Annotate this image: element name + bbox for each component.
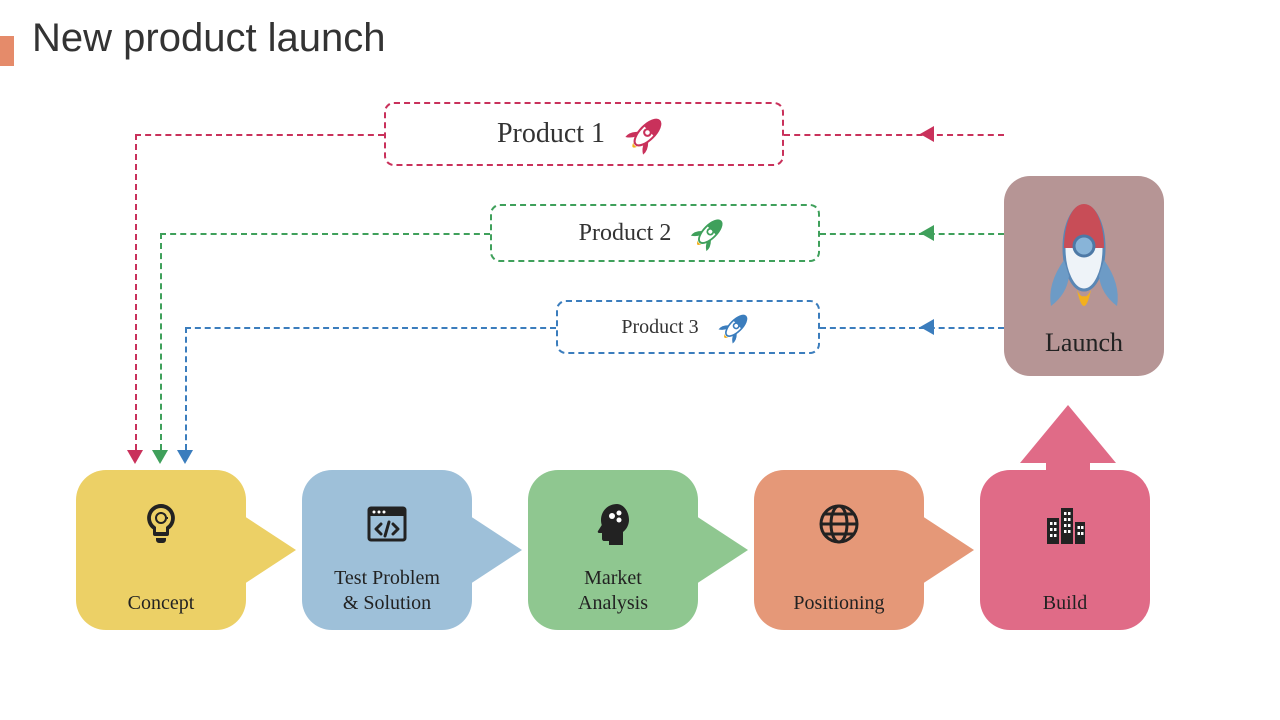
feedback-line <box>784 134 1004 136</box>
product-chip-3: Product 3 <box>556 300 820 354</box>
feedback-arrowhead <box>152 450 168 464</box>
buildings-icon <box>1041 494 1089 554</box>
up-arrow-stem <box>1046 450 1090 476</box>
product-chip-2: Product 2 <box>490 204 820 262</box>
feedback-line <box>185 327 187 450</box>
feedback-arrowhead <box>920 319 934 335</box>
head-icon <box>589 494 637 554</box>
stage-market-analysis: MarketAnalysis <box>528 470 698 630</box>
feedback-line <box>160 233 162 450</box>
feedback-arrowhead <box>127 450 143 464</box>
stage-test-problem-solution: Test Problem& Solution <box>302 470 472 630</box>
feedback-arrowhead <box>177 450 193 464</box>
stage-label: Build <box>1043 591 1087 616</box>
title-accent <box>0 36 14 66</box>
product-chip-1: Product 1 <box>384 102 784 166</box>
product-label: Product 1 <box>497 118 605 150</box>
page-title: New product launch <box>32 16 386 61</box>
feedback-line <box>160 233 490 235</box>
stage-label: Positioning <box>793 591 884 616</box>
rocket-icon <box>1029 198 1139 328</box>
product-label: Product 2 <box>579 220 672 247</box>
stage-label: Test Problem& Solution <box>334 566 440 616</box>
feedback-line <box>820 327 1004 329</box>
stage-label: MarketAnalysis <box>578 566 648 616</box>
launch-box: Launch <box>1004 176 1164 376</box>
stage-arrow <box>238 512 296 588</box>
lightbulb-icon <box>137 494 185 554</box>
globe-icon <box>815 494 863 554</box>
stage-concept: Concept <box>76 470 246 630</box>
launch-label: Launch <box>1045 328 1123 358</box>
stage-arrow <box>464 512 522 588</box>
code-icon <box>363 494 411 554</box>
feedback-arrowhead <box>920 126 934 142</box>
feedback-line <box>135 134 137 450</box>
stage-arrow <box>916 512 974 588</box>
stage-build: Build <box>980 470 1150 630</box>
feedback-line <box>820 233 1004 235</box>
feedback-arrowhead <box>920 225 934 241</box>
feedback-line <box>185 327 556 329</box>
stage-arrow <box>690 512 748 588</box>
product-label: Product 3 <box>621 316 698 339</box>
feedback-line <box>135 134 384 136</box>
stage-positioning: Positioning <box>754 470 924 630</box>
stage-label: Concept <box>128 591 195 616</box>
